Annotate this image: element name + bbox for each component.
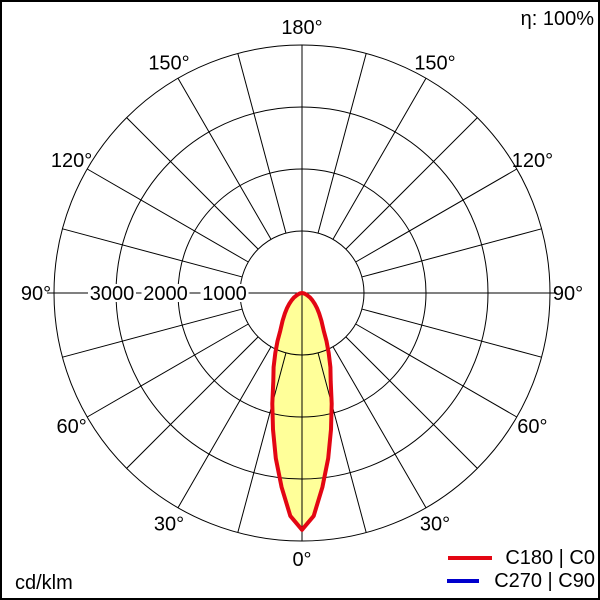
- legend: C180 | C0 C270 | C90: [447, 547, 595, 592]
- angle-label-150deg-right: 150°: [414, 53, 455, 75]
- grid-spoke: [62, 228, 243, 278]
- radial-label-bg: [141, 284, 190, 302]
- angle-label-90deg-right: 90°: [553, 283, 583, 305]
- efficiency-label: η: 100%: [521, 8, 595, 30]
- grid-spoke: [332, 346, 427, 509]
- radial-label-2000: 2000: [143, 283, 188, 305]
- grid-spoke: [126, 336, 259, 469]
- grid-spoke: [86, 323, 249, 418]
- grid-spoke: [355, 168, 518, 263]
- grid-spoke: [62, 308, 243, 358]
- grid-spoke: [361, 228, 542, 278]
- grid-spoke: [361, 308, 542, 358]
- grid-spoke: [177, 346, 272, 509]
- angle-label-30deg-left: 30°: [154, 513, 184, 535]
- curve-c180---c0: [270, 291, 334, 532]
- intensity-curves: [270, 291, 334, 532]
- angle-label-60deg-left: 60°: [56, 416, 86, 438]
- radial-label-3000: 3000: [90, 283, 135, 305]
- grid-spoke: [332, 77, 427, 240]
- grid-spoke: [345, 117, 478, 250]
- grid-spoke: [86, 168, 249, 263]
- angle-label-0deg-right: 0°: [292, 549, 311, 571]
- polar-grid: [47, 44, 557, 542]
- grid-spoke: [317, 352, 367, 533]
- angle-label-120deg-right: 120°: [512, 150, 553, 172]
- grid-spoke: [177, 77, 272, 240]
- radial-label-bg: [200, 284, 249, 302]
- angle-label-180deg-right: 180°: [281, 17, 322, 39]
- radial-label-1000: 1000: [202, 283, 247, 305]
- angle-label-60deg-right: 60°: [517, 416, 547, 438]
- unit-label: cd/klm: [15, 572, 73, 594]
- legend-label-c180-c0: C180 | C0: [505, 547, 595, 569]
- grid-spoke: [345, 336, 478, 469]
- grid-spoke: [237, 352, 287, 533]
- radial-label-bg: [88, 284, 136, 302]
- axis-labels: 1000 2000 3000 0° 30° 60° 90° 120° 150° 180° 150° 1…: [21, 17, 583, 571]
- angle-label-150deg-left: 150°: [148, 53, 189, 75]
- grid-spoke: [126, 117, 259, 250]
- grid-spoke: [237, 53, 287, 234]
- angle-label-120deg-left: 120°: [51, 150, 92, 172]
- grid-spoke: [355, 323, 518, 418]
- angle-label-30deg-right: 30°: [420, 513, 450, 535]
- legend-label-c270-c90: C270 | C90: [494, 570, 595, 592]
- grid-spoke: [317, 53, 367, 234]
- angle-label-90deg-left: 90°: [21, 283, 51, 305]
